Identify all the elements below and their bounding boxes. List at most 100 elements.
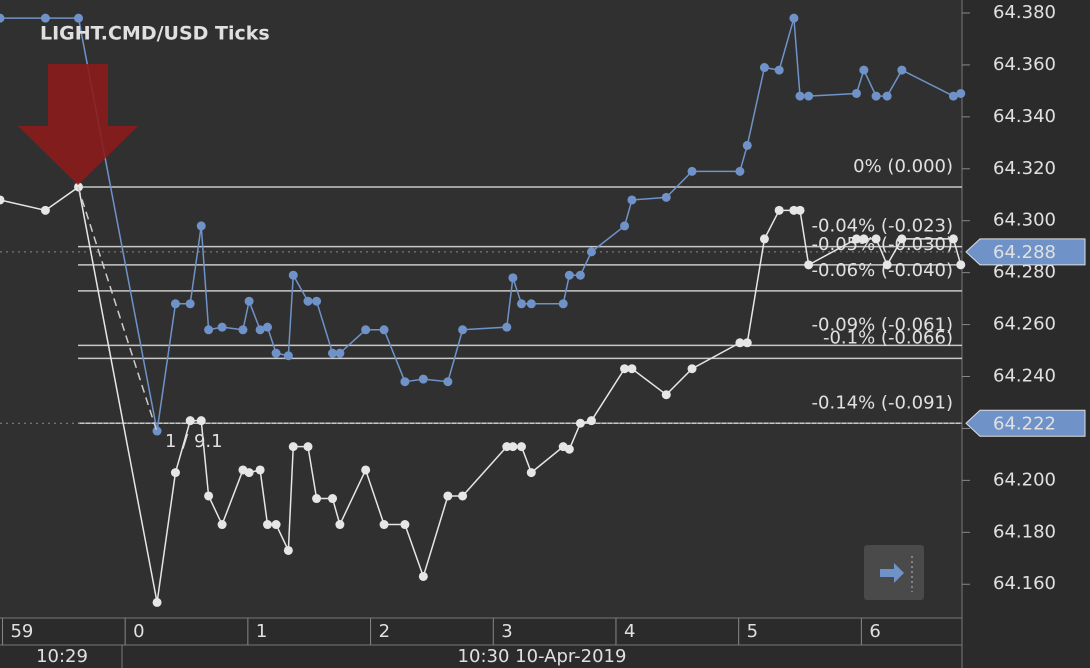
tick-point [443, 377, 453, 387]
x-tick-label: 2 [379, 621, 390, 642]
level-label: -0.06% (-0.040) [812, 260, 953, 281]
tick-point [956, 260, 966, 270]
tick-point [170, 299, 180, 309]
level-label: -0.14% (-0.091) [812, 392, 953, 413]
level-label: -0.1% (-0.066) [823, 327, 953, 348]
x-tick-label: 4 [624, 621, 635, 642]
tick-point [851, 88, 861, 98]
tick-point [508, 273, 518, 283]
tick-point [897, 65, 907, 75]
x-tick-label: 5 [747, 621, 758, 642]
tick-point [238, 325, 248, 335]
tick-point [0, 195, 5, 205]
layer: 64.38064.36064.34064.32064.30064.28064.2… [0, 2, 1086, 645]
tick-point [789, 13, 799, 23]
tick-point [620, 364, 630, 374]
tick-point [244, 296, 254, 306]
tick-point [897, 234, 907, 244]
y-tick-label: 64.180 [993, 521, 1056, 542]
y-tick-label: 64.320 [993, 158, 1056, 179]
tick-point [217, 322, 227, 332]
tick-point [400, 377, 410, 387]
tick-point [418, 571, 428, 581]
tick-point [74, 13, 84, 23]
tick-point [759, 234, 769, 244]
tick-point [759, 63, 769, 73]
tick-point [185, 416, 195, 426]
x-sublabel: 10:29 [36, 646, 88, 667]
tick-point [774, 205, 784, 215]
y-tick-label: 64.200 [993, 469, 1056, 490]
tick-point [871, 91, 881, 101]
tick-point [328, 494, 338, 504]
tick-point [288, 270, 298, 280]
tick-point [516, 442, 526, 452]
tick-point [871, 234, 881, 244]
y-tick-label: 64.160 [993, 573, 1056, 594]
tick-point [661, 390, 671, 400]
tick-point [288, 442, 298, 452]
tick-point [283, 545, 293, 555]
y-tick-label: 64.300 [993, 210, 1056, 231]
tick-point [217, 520, 227, 530]
tick-point [40, 205, 50, 215]
tick-point [586, 247, 596, 257]
tick-point [262, 520, 272, 530]
tick-point [620, 221, 630, 231]
tick-point [0, 13, 5, 23]
tick-point [586, 416, 596, 426]
tick-point [735, 338, 745, 348]
tick-point [255, 465, 265, 475]
tick-point [508, 442, 518, 452]
x-tick-label: 3 [501, 621, 512, 642]
tick-point [418, 374, 428, 384]
tick-point [564, 444, 574, 454]
tick-point [851, 234, 861, 244]
arrow-icon [18, 64, 138, 185]
tick-point [661, 192, 671, 202]
price-tag [965, 238, 1086, 266]
tick-point [627, 195, 637, 205]
tick-point [804, 91, 814, 101]
tick-point [742, 140, 752, 150]
tick-point [335, 520, 345, 530]
trend-line [77, 186, 158, 433]
tick-point [379, 325, 389, 335]
tick-point [262, 322, 272, 332]
series-line [0, 17, 962, 432]
price-tag [965, 409, 1086, 437]
tick-point [400, 520, 410, 530]
tick-point [558, 299, 568, 309]
y-tick-label: 64.380 [993, 2, 1056, 23]
tick-point [742, 338, 752, 348]
price-tag-label: 64.222 [993, 413, 1056, 434]
tick-point [795, 205, 805, 215]
tick-point [516, 299, 526, 309]
tick-point [859, 234, 869, 244]
price-tag-label: 64.288 [993, 242, 1056, 263]
y-tick-label: 64.360 [993, 54, 1056, 75]
y-tick-label: 64.240 [993, 366, 1056, 387]
tick-point [361, 465, 371, 475]
tick-point [882, 260, 892, 270]
tick-point [443, 491, 453, 501]
tick-point [804, 260, 814, 270]
tick-point [196, 221, 206, 231]
tick-point [859, 65, 869, 75]
tick-point [361, 325, 371, 335]
tick-point [687, 166, 697, 176]
tick-point [458, 325, 468, 335]
scroll-button[interactable] [864, 545, 924, 600]
tick-point [882, 91, 892, 101]
level-label: -0.09% (-0.061) [812, 314, 953, 335]
tick-point [244, 468, 254, 478]
tick-point [170, 468, 180, 478]
tick-point [795, 91, 805, 101]
tick-point [458, 491, 468, 501]
plot-area [0, 0, 962, 618]
tick-point [687, 364, 697, 374]
level-label: -0.04% (-0.023) [812, 216, 953, 237]
tick-point [335, 348, 345, 358]
tick-point [40, 13, 50, 23]
tick-point [735, 166, 745, 176]
